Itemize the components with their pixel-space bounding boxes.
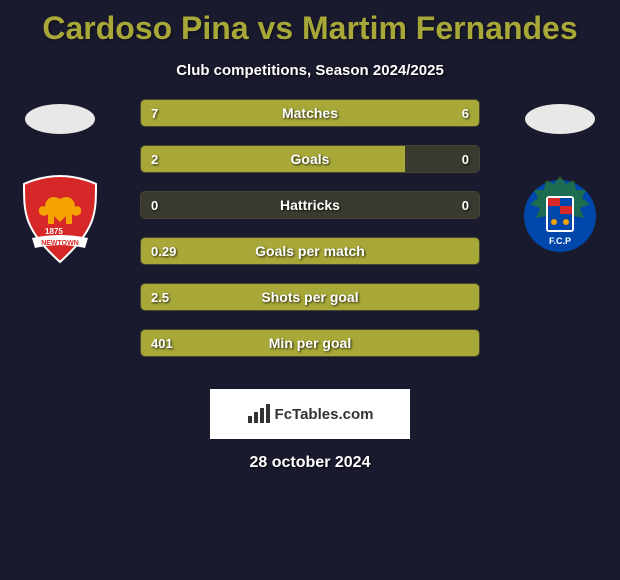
stat-row: 401Min per goal: [140, 329, 480, 357]
subtitle: Club competitions, Season 2024/2025: [0, 62, 620, 79]
brand-chart-icon: [247, 404, 271, 424]
club-crest-right: F.C.P: [520, 174, 600, 254]
stat-value-right: 6: [462, 100, 469, 126]
brand-logo-box: FcTables.com: [210, 389, 410, 439]
club-crest-left: 1875 NEWTOWN: [20, 174, 100, 264]
crest-left-name: NEWTOWN: [41, 240, 79, 247]
brand-text: FcTables.com: [275, 406, 374, 423]
svg-text:F.C.P: F.C.P: [549, 236, 571, 246]
stat-label: Goals: [141, 146, 479, 172]
player-photo-right-placeholder: [525, 104, 595, 134]
stat-row: 7Matches6: [140, 99, 480, 127]
stat-row: 0.29Goals per match: [140, 237, 480, 265]
stat-label: Matches: [141, 100, 479, 126]
crest-left-year: 1875: [45, 227, 63, 236]
comparison-container: 1875 NEWTOWN F.C.P 7Matches62Goals00Hatt…: [0, 99, 620, 579]
player-photo-left-placeholder: [25, 104, 95, 134]
stat-label: Shots per goal: [141, 284, 479, 310]
stat-label: Min per goal: [141, 330, 479, 356]
infographic-date: 28 october 2024: [0, 454, 620, 472]
stat-label: Hattricks: [141, 192, 479, 218]
stat-value-right: 0: [462, 146, 469, 172]
stat-label: Goals per match: [141, 238, 479, 264]
stat-row: 2Goals0: [140, 145, 480, 173]
stat-row: 2.5Shots per goal: [140, 283, 480, 311]
stat-bars: 7Matches62Goals00Hattricks00.29Goals per…: [140, 99, 480, 375]
page-title: Cardoso Pina vs Martim Fernandes: [0, 0, 620, 47]
stat-row: 0Hattricks0: [140, 191, 480, 219]
stat-value-right: 0: [462, 192, 469, 218]
